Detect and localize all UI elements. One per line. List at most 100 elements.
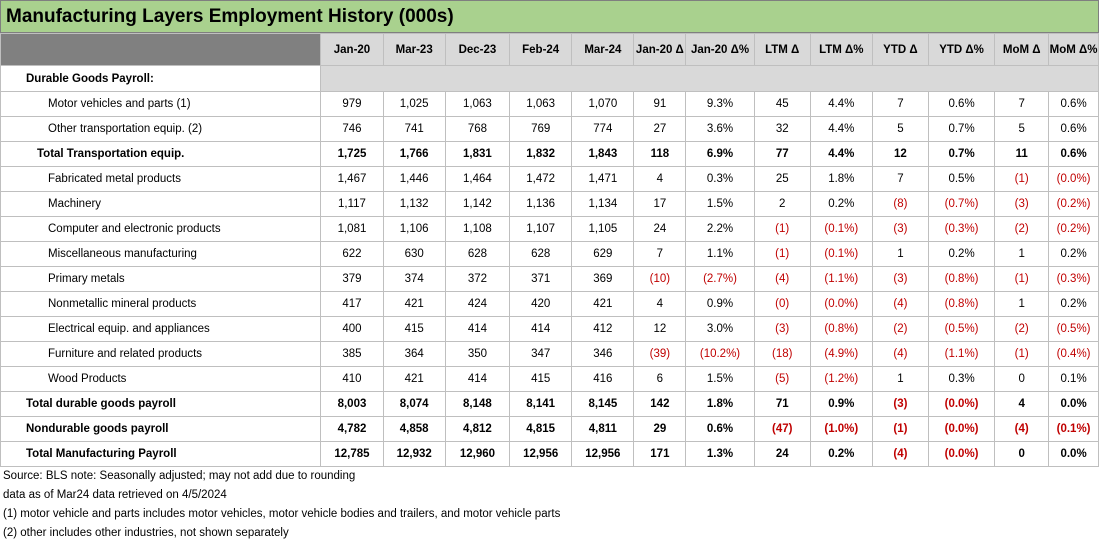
data-cell: 1 [994,241,1050,267]
data-cell: 9.3% [685,91,755,117]
data-cell: 630 [382,241,446,267]
data-cell: 1,467 [320,166,384,192]
data-cell: 1,025 [382,91,446,117]
data-cell: 347 [509,341,573,367]
data-cell: 32 [753,116,811,142]
data-cell: 0.0% [1048,391,1099,417]
data-cell: 774 [571,116,635,142]
row-label: Motor vehicles and parts (1) [0,91,322,117]
data-cell: 622 [320,241,384,267]
data-cell: (0.4%) [1048,341,1099,367]
data-cell: 385 [320,341,384,367]
data-cell: 1,832 [509,141,573,167]
data-cell: (0.8%) [809,316,873,342]
data-cell: 142 [633,391,687,417]
row-label: Miscellaneous manufacturing [0,241,322,267]
data-cell: 1,117 [320,191,384,217]
data-cell: (2) [994,216,1050,242]
data-cell: 746 [320,116,384,142]
data-cell: 8,145 [571,391,635,417]
data-cell: 415 [509,366,573,392]
data-cell: 4.4% [809,141,873,167]
column-header: Dec-23 [444,33,511,66]
data-cell: 4.4% [809,116,873,142]
data-cell: (1) [871,416,929,442]
data-cell: 372 [444,266,511,292]
data-cell: 1,070 [571,91,635,117]
table-row: Total Transportation equip. 1,725 1,766 1,8… [0,141,1099,167]
data-cell: 1.5% [685,191,755,217]
data-cell: 4,812 [444,416,511,442]
data-cell: 414 [444,316,511,342]
data-cell: 1,105 [571,216,635,242]
data-cell: (4) [994,416,1050,442]
data-cell: 25 [753,166,811,192]
data-cell: 420 [509,291,573,317]
data-cell: 2.2% [685,216,755,242]
data-cell: 1,134 [571,191,635,217]
data-cell: 0.2% [927,241,996,267]
data-cell: 1,132 [382,191,446,217]
data-cell: 91 [633,91,687,117]
data-cell: 421 [382,366,446,392]
data-cell: 0.6% [927,91,996,117]
data-cell: (4.9%) [809,341,873,367]
section-label: Durable Goods Payroll: [0,65,322,92]
data-cell: 414 [509,316,573,342]
data-cell: 1,063 [509,91,573,117]
table-row: Furniture and related products 385 364 350 3… [0,341,1099,367]
data-cell: 0 [994,366,1050,392]
data-cell: 1,142 [444,191,511,217]
data-cell: 0.2% [1048,241,1099,267]
note-2: (2) other includes other industries, not… [3,527,289,539]
data-cell: 421 [571,291,635,317]
data-cell: 1,107 [509,216,573,242]
data-cell: 24 [633,216,687,242]
data-cell: 350 [444,341,511,367]
table-row: Miscellaneous manufacturing 622 630 628 628 6… [0,241,1099,267]
data-cell: 6 [633,366,687,392]
section-fill [320,65,1099,92]
data-cell: (3) [871,216,929,242]
data-cell: 768 [444,116,511,142]
data-cell: 1 [994,291,1050,317]
data-cell: 979 [320,91,384,117]
data-cell: 8,003 [320,391,384,417]
data-cell: 1,446 [382,166,446,192]
section-row: Durable Goods Payroll: [0,65,1099,92]
data-cell: 12,956 [571,441,635,467]
row-label: Nondurable goods payroll [0,416,322,442]
column-header: YTD Δ% [927,33,996,66]
data-cell: 17 [633,191,687,217]
data-cell: 400 [320,316,384,342]
data-cell: 0.2% [809,191,873,217]
data-cell: (3) [871,266,929,292]
data-cell: (1) [753,241,811,267]
data-cell: 3.6% [685,116,755,142]
data-cell: 7 [633,241,687,267]
data-cell: (0.8%) [927,291,996,317]
note-1: (1) motor vehicle and parts includes mot… [3,508,561,520]
table-row: Wood Products 410 421 414 415 416 6 1.5% (5) (1.2… [0,366,1099,392]
note-source: Source: BLS note: Seasonally adjusted; m… [3,470,356,482]
data-cell: 1,843 [571,141,635,167]
data-cell: (4) [753,266,811,292]
data-cell: (3) [753,316,811,342]
data-cell: 410 [320,366,384,392]
data-cell: 1.3% [685,441,755,467]
data-cell: 12 [871,141,929,167]
data-cell: (0.5%) [1048,316,1099,342]
table-row: Total durable goods payroll 8,003 8,074 8,1… [0,391,1099,417]
data-cell: 346 [571,341,635,367]
data-cell: (3) [871,391,929,417]
data-cell: (0.5%) [927,316,996,342]
data-cell: (3) [994,191,1050,217]
data-cell: 7 [871,91,929,117]
data-cell: 0.6% [1048,116,1099,142]
data-cell: 8,074 [382,391,446,417]
data-cell: 12,956 [509,441,573,467]
table-row: Fabricated metal products 1,467 1,446 1,464… [0,166,1099,192]
column-header: MoM Δ [994,33,1050,66]
data-cell: 0.6% [1048,141,1099,167]
